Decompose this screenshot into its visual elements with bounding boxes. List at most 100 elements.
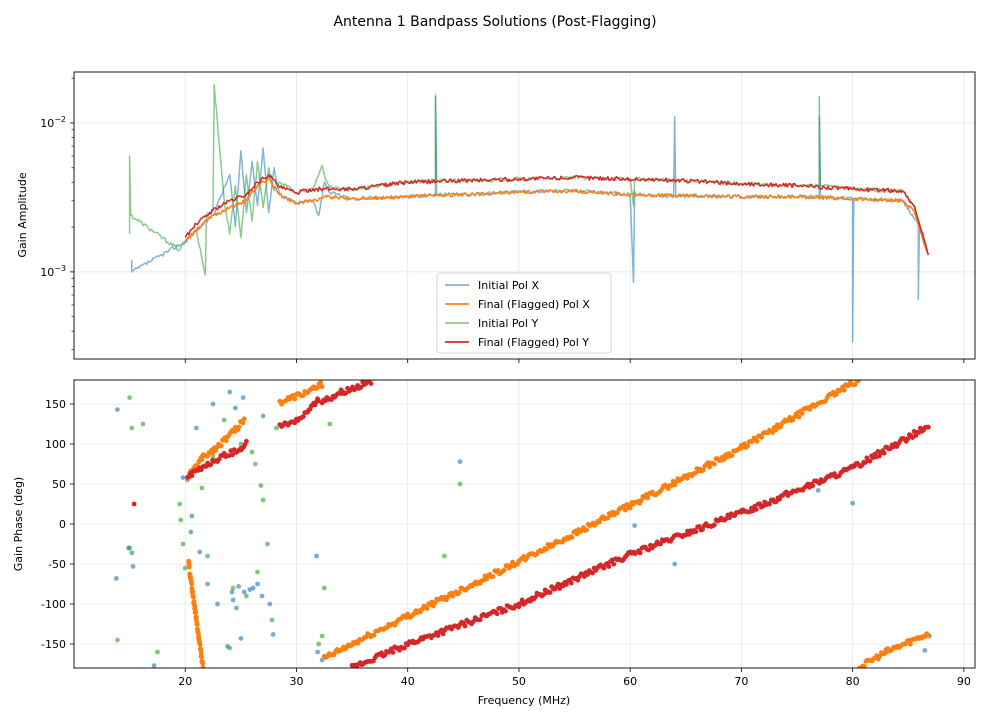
phase-point-final-x — [799, 411, 805, 416]
phase-point-final-y — [696, 524, 702, 529]
phase-point-final-y — [905, 436, 911, 442]
phase-point-final-y — [590, 570, 595, 576]
phase-point-final-y — [700, 527, 705, 532]
phase-point-final-y — [606, 564, 612, 569]
phase-point-initial-x — [632, 523, 637, 528]
phase-point-initial-y — [155, 649, 160, 655]
phase-point-final-x — [484, 576, 490, 582]
phase-point-initial-x — [267, 601, 273, 607]
amplitude-grid — [74, 72, 975, 359]
phase-point-initial-x — [205, 581, 210, 587]
phase-point-final-y — [244, 438, 249, 444]
x-tick-label: 30 — [289, 675, 303, 688]
phase-series — [113, 380, 932, 668]
phase-point-final-x — [318, 380, 323, 385]
phase-point-initial-x — [457, 459, 463, 464]
phase-point-initial-y — [230, 585, 236, 591]
phase-point-final-x — [645, 495, 651, 501]
x-tick-label: 70 — [734, 675, 748, 688]
phase-point-final-x — [240, 420, 246, 426]
phase-point-final-x — [319, 384, 325, 390]
phase-point-final-x — [773, 427, 779, 433]
phase-point-initial-x — [230, 597, 236, 603]
phase-point-final-x — [841, 387, 847, 393]
phase-point-initial-x — [129, 550, 135, 556]
phase-point-final-x — [584, 527, 589, 533]
phase-point-final-x — [852, 382, 858, 387]
phase-point-initial-y — [274, 425, 279, 431]
phase-point-final-y — [439, 627, 444, 633]
phase-point-initial-x — [236, 584, 242, 589]
phase-point-final-x — [614, 510, 620, 516]
amplitude-series-final-x — [184, 177, 930, 256]
phase-point-final-y — [390, 650, 396, 655]
phase-point-initial-y — [115, 637, 120, 643]
phase-point-final-x — [796, 414, 802, 420]
phase-point-final-y — [532, 595, 538, 600]
phase-point-initial-x — [259, 593, 265, 599]
phase-point-final-y — [658, 541, 663, 547]
phase-y-tick-label: 150 — [45, 398, 66, 411]
phase-point-initial-y — [319, 633, 325, 639]
phase-point-final-x — [200, 661, 206, 666]
phase-point-final-x — [685, 475, 690, 481]
phase-point-final-x — [605, 515, 610, 521]
phase-point-initial-x — [194, 425, 199, 431]
legend-label: Final (Flagged) Pol X — [478, 298, 590, 311]
phase-point-initial-x — [234, 605, 239, 611]
phase-point-initial-x — [922, 648, 928, 653]
phase-point-initial-y — [177, 501, 183, 507]
phase-point-initial-y — [321, 585, 327, 591]
phase-point-final-x — [371, 632, 377, 638]
phase-point-final-x — [638, 498, 644, 503]
x-tick-label: 20 — [178, 675, 192, 688]
phase-point-final-x — [745, 443, 750, 449]
phase-point-final-x — [424, 606, 430, 611]
phase-point-initial-y — [457, 481, 463, 487]
phase-point-final-y — [477, 617, 483, 623]
phase-point-final-y — [575, 577, 581, 583]
phase-point-final-x — [223, 438, 229, 444]
phase-point-initial-x — [215, 601, 220, 607]
phase-y-ticks: 150 100 50 0 -50 -100 -150 — [41, 398, 74, 651]
phase-point-final-x — [186, 564, 192, 570]
phase-point-initial-y — [260, 497, 266, 503]
phase-point-final-x — [292, 396, 298, 402]
phase-point-initial-x — [151, 663, 157, 668]
amplitude-series — [128, 84, 930, 343]
phase-point-initial-x — [315, 649, 320, 655]
phase-point-final-y — [131, 501, 137, 507]
phase-point-final-x — [510, 559, 515, 565]
phase-point-final-y — [230, 452, 235, 458]
phase-point-initial-x — [115, 407, 120, 412]
phase-point-final-y — [358, 384, 364, 390]
phase-point-final-x — [189, 581, 195, 587]
phase-point-final-y — [753, 507, 759, 512]
phase-point-initial-y — [210, 453, 216, 459]
phase-point-final-x — [199, 457, 205, 462]
x-tick-label: 60 — [623, 675, 637, 688]
phase-y-tick-label: -150 — [41, 638, 66, 651]
phase-point-initial-y — [178, 517, 184, 523]
phase-point-final-x — [192, 604, 198, 609]
phase-point-initial-y — [269, 617, 275, 623]
phase-point-final-x — [456, 590, 462, 595]
phase-point-initial-x — [319, 657, 325, 663]
phase-point-final-y — [519, 597, 525, 603]
phase-point-initial-y — [180, 541, 186, 547]
phase-point-final-y — [301, 414, 306, 419]
legend-label: Final (Flagged) Pol Y — [478, 336, 589, 349]
phase-point-final-x — [315, 385, 320, 390]
phase-point-initial-x — [210, 401, 216, 407]
phase-point-final-y — [832, 471, 837, 476]
phase-point-final-y — [867, 458, 873, 464]
phase-point-initial-y — [140, 421, 146, 427]
phase-point-final-x — [432, 600, 438, 606]
amplitude-y-tick-label: 10−3 — [40, 264, 66, 279]
x-axis-label: Frequency (MHz) — [478, 694, 570, 707]
legend: Initial Pol X Final (Flagged) Pol X Initia… — [436, 272, 612, 354]
phase-point-initial-y — [221, 417, 227, 423]
phase-y-tick-label: 100 — [45, 438, 66, 451]
phase-point-initial-y — [258, 483, 264, 488]
